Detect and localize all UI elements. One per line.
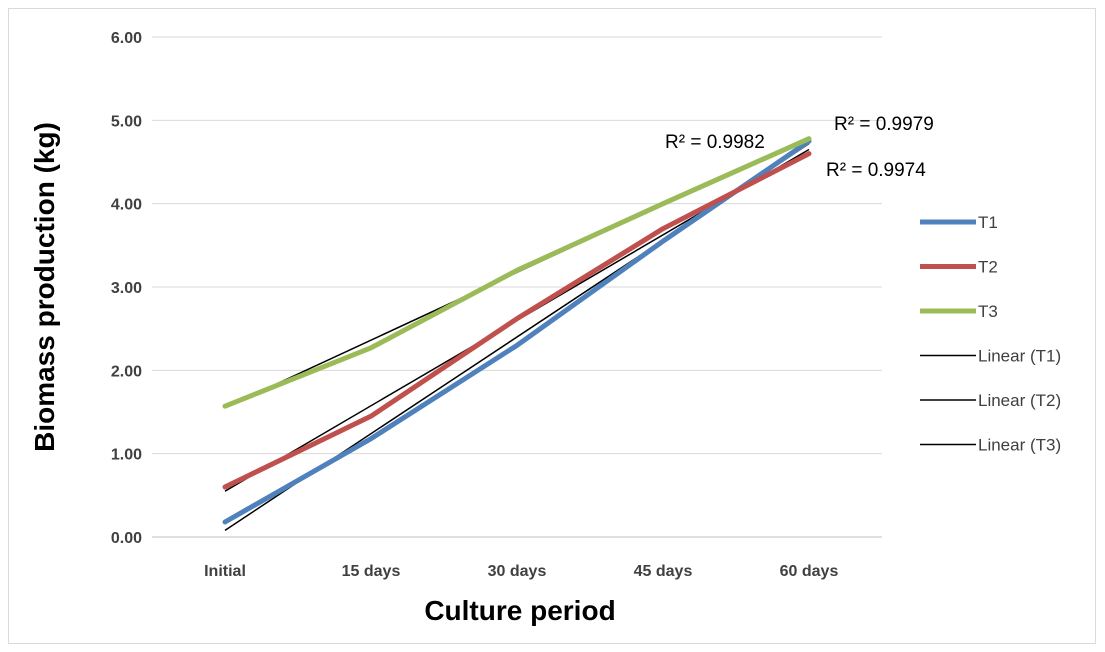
legend-entry: T3	[978, 302, 998, 321]
series-line-t1	[222, 138, 812, 525]
y-tick-label: 5.00	[111, 113, 142, 130]
x-tick-label: 15 days	[342, 563, 401, 580]
x-tick-labels: Initial 15 days 30 days 45 days 60 days	[204, 563, 838, 580]
r-squared-labels: R² = 0.9982 R² = 0.9979 R² = 0.9974	[665, 114, 934, 181]
gridlines	[152, 36, 882, 538]
x-tick-label: Initial	[204, 563, 246, 580]
legend-entry: Linear (T1)	[978, 347, 1061, 366]
series-lines	[222, 136, 812, 525]
legend-entry: T2	[978, 258, 998, 277]
y-tick-label: 2.00	[111, 363, 142, 380]
y-tick-label: 1.00	[111, 447, 142, 464]
x-axis-title: Culture period	[424, 595, 615, 626]
x-tick-label: 45 days	[634, 563, 693, 580]
y-axis-title: Biomass production (kg)	[29, 122, 60, 452]
r-squared-label: R² = 0.9979	[834, 114, 934, 135]
y-tick-label: 4.00	[111, 197, 142, 214]
y-tick-label: 3.00	[111, 280, 142, 297]
r-squared-label: R² = 0.9982	[665, 132, 765, 153]
series-line-t2	[222, 151, 812, 490]
legend: T1 T2 T3 Linear (T1) Linear (T2) Linear (T3)	[920, 213, 1061, 455]
y-tick-labels: 0.00 1.00 2.00 3.00 4.00 5.00 6.00	[111, 30, 142, 547]
legend-entry: Linear (T2)	[978, 391, 1061, 410]
x-tick-label: 60 days	[780, 563, 839, 580]
legend-entry: Linear (T3)	[978, 436, 1061, 455]
chart-frame	[8, 8, 1096, 644]
x-tick-label: 30 days	[488, 563, 547, 580]
r-squared-label: R² = 0.9974	[826, 160, 926, 181]
legend-entry: T1	[978, 213, 998, 232]
y-tick-label: 0.00	[111, 530, 142, 547]
series-line-t3	[222, 136, 812, 409]
y-tick-label: 6.00	[111, 30, 142, 47]
